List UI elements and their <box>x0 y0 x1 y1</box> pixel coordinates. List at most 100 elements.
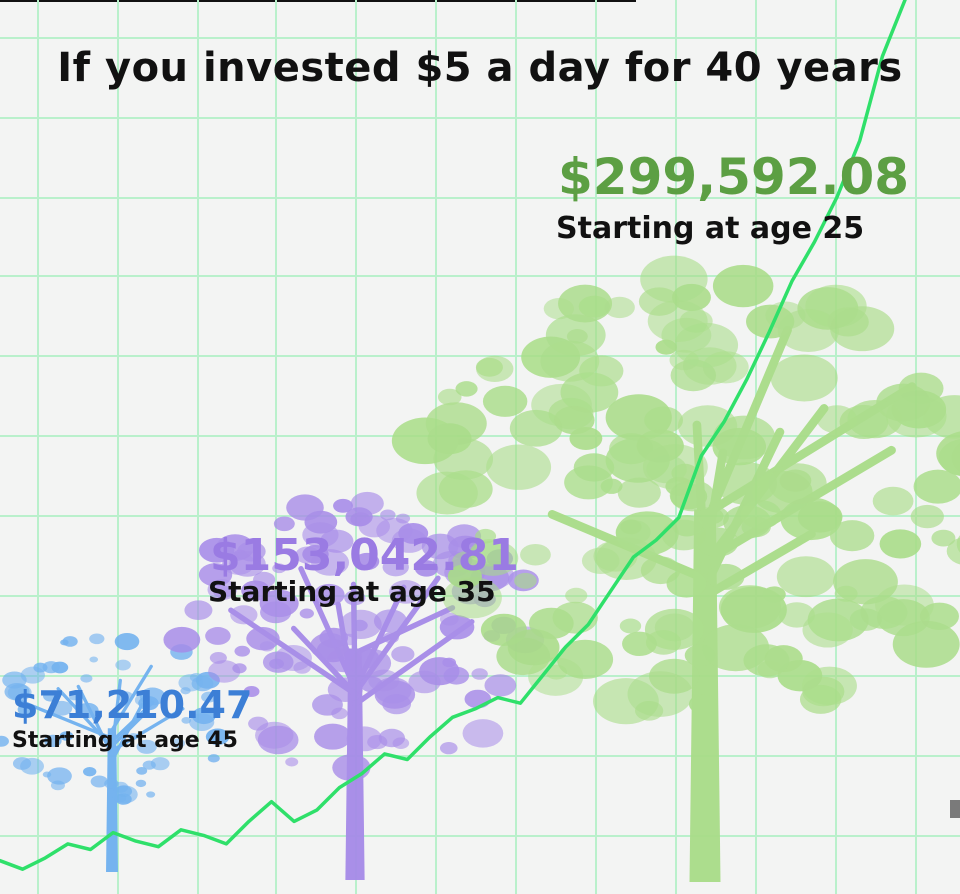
tree-leaf <box>136 767 148 775</box>
tree-leaf <box>380 509 396 521</box>
tree-leaf <box>90 775 108 788</box>
tree-leaf <box>469 539 510 567</box>
tree-leaf <box>437 388 462 406</box>
tree-leaf <box>114 632 140 651</box>
tree-leaf <box>138 696 159 711</box>
caption-age-25: Starting at age 25 <box>556 211 865 246</box>
tree-leaf <box>566 329 588 344</box>
tree-leaf <box>349 648 392 678</box>
tree-leaf <box>272 563 287 574</box>
tree-leaf <box>234 645 251 657</box>
tree-leaf <box>765 301 806 330</box>
tree-leaf <box>455 381 478 397</box>
tree-age-35 <box>163 491 545 880</box>
top-edge-line <box>0 0 636 2</box>
tree-leaf <box>108 738 117 745</box>
tree-leaf <box>221 551 255 575</box>
tree-leaf <box>395 513 411 524</box>
tree-leaf <box>112 785 138 804</box>
tree-leaf <box>248 716 269 731</box>
value-label-age-25: $299,592.08 <box>558 148 910 206</box>
tree-leaf <box>181 716 192 724</box>
tree-leaf <box>389 580 423 604</box>
tree-leaf <box>712 264 774 308</box>
tree-leaf <box>358 515 390 538</box>
tree-leaf <box>581 547 620 574</box>
tree-leaf <box>654 613 695 642</box>
tree-leaf <box>354 552 380 571</box>
tree-leaf <box>171 738 186 749</box>
tree-leaf <box>89 656 99 663</box>
tree-branch <box>352 605 456 656</box>
tree-leaf <box>163 626 201 653</box>
tree-leaf <box>638 287 680 316</box>
tree-leaf <box>671 515 703 537</box>
tree-leaf <box>486 444 552 490</box>
tree-leaf <box>285 757 299 767</box>
tree-leaf <box>482 385 528 417</box>
tree-branch <box>110 709 150 748</box>
tree-leaf <box>540 340 600 382</box>
tree-leaf <box>382 632 399 644</box>
tree-leaf <box>770 354 838 402</box>
tree-leaf <box>189 713 215 731</box>
tree-leaf <box>439 741 458 755</box>
tree-leaf <box>892 620 960 668</box>
tree-leaf <box>464 689 492 709</box>
tree-leaf <box>319 627 349 648</box>
tree-leaf <box>696 527 739 557</box>
tree-leaf <box>378 728 406 748</box>
tree-leaf <box>260 601 292 624</box>
tree-leaf <box>398 522 429 544</box>
tree-leaf <box>578 295 610 318</box>
edge-marker <box>950 800 960 818</box>
tree-leaf <box>299 608 314 619</box>
tree-leaf <box>622 631 657 656</box>
tree-leaf <box>180 687 191 695</box>
tree-leaf <box>462 719 504 748</box>
tree-leaf <box>4 682 30 701</box>
tree-leaf <box>480 613 527 647</box>
tree-leaf <box>314 723 352 750</box>
tree-leaf <box>331 707 348 720</box>
tree-leaf <box>0 735 9 747</box>
tree-leaf <box>605 437 670 483</box>
tree-leaf <box>414 560 439 577</box>
tree-branch <box>110 707 185 753</box>
tree-leaf <box>684 644 716 667</box>
tree-leaf <box>344 590 366 606</box>
tree-leaf <box>150 757 170 771</box>
tree-leaf <box>830 306 895 352</box>
tree-leaf <box>913 469 960 504</box>
tree-leaf <box>273 516 295 532</box>
tree-leaf <box>373 609 407 633</box>
tree-leaf <box>241 580 271 601</box>
tree-leaf <box>340 633 358 646</box>
tree-leaf <box>931 529 956 547</box>
tree-leaf <box>391 646 415 663</box>
tree-leaf <box>51 700 73 716</box>
tree-leaf <box>59 731 74 741</box>
tree-leaf <box>20 666 45 684</box>
tree-leaf <box>313 583 345 606</box>
tree-leaf <box>447 524 482 549</box>
tree-leaf <box>205 627 231 645</box>
tree-leaf <box>213 585 232 599</box>
tree-leaf <box>208 660 241 683</box>
tree-leaf <box>715 462 778 505</box>
tree-leaf <box>333 498 353 513</box>
tree-leaf <box>83 766 97 777</box>
tree-leaf <box>135 779 147 788</box>
tree-leaf <box>146 791 156 798</box>
tree-leaf <box>743 644 790 677</box>
tree-leaf <box>12 757 32 770</box>
tree-leaf <box>17 703 35 716</box>
tree-leaf <box>528 657 584 696</box>
tree-leaf <box>617 477 661 508</box>
tree-leaf <box>720 586 787 633</box>
tree-leaf <box>604 296 635 319</box>
tree-leaf <box>776 556 836 598</box>
tree-leaf <box>443 666 470 685</box>
